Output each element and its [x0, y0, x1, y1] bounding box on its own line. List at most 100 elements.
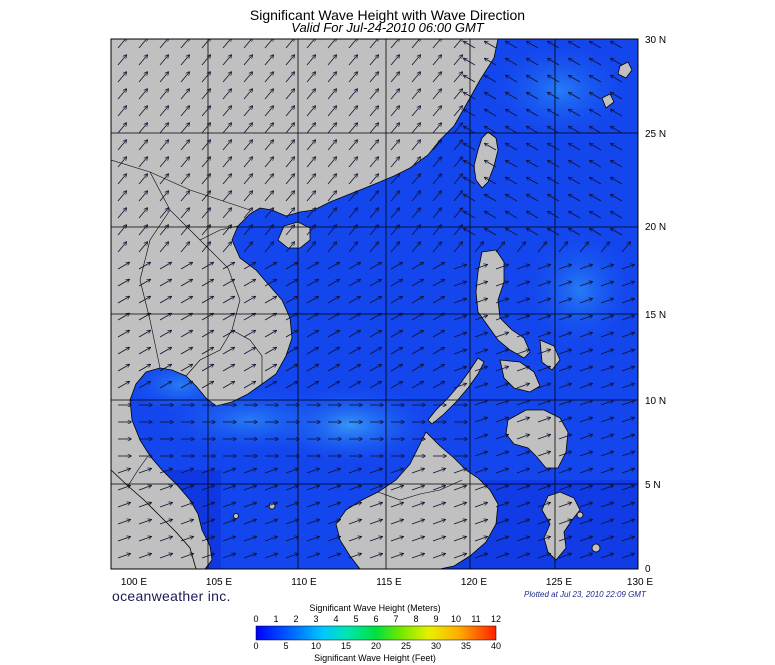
wave-direction-arrow [527, 161, 539, 168]
wave-direction-arrow [600, 418, 613, 423]
wave-direction-arrow [222, 140, 231, 151]
wave-direction-arrow [159, 123, 168, 134]
wave-direction-arrow [369, 72, 378, 83]
wave-direction-arrow [159, 157, 168, 168]
legend-feet-tick: 25 [400, 641, 412, 651]
wave-direction-arrow [180, 537, 193, 542]
wave-direction-arrow [495, 282, 508, 287]
wave-direction-arrow [516, 265, 529, 270]
wave-direction-arrow [348, 520, 361, 525]
wave-direction-arrow [537, 554, 550, 559]
wave-direction-arrow [485, 76, 497, 83]
legend-feet-tick: 40 [490, 641, 502, 651]
wave-direction-arrow [432, 469, 445, 474]
legend-feet-tick: 5 [283, 641, 289, 651]
wave-direction-arrow [579, 537, 592, 542]
wave-direction-arrow [411, 140, 420, 151]
wave-direction-arrow [600, 299, 613, 304]
wave-direction-arrow [474, 469, 487, 474]
wave-direction-arrow [306, 503, 319, 508]
legend-meter-tick: 9 [433, 614, 439, 624]
wave-direction-arrow [453, 486, 466, 491]
wave-direction-arrow [453, 520, 466, 525]
wave-direction-arrow [117, 331, 129, 338]
wave-direction-arrow [464, 161, 476, 168]
wave-direction-arrow [369, 280, 381, 287]
wave-direction-arrow [558, 384, 571, 389]
wave-direction-arrow [369, 331, 381, 338]
wave-direction-arrow [558, 350, 571, 355]
wave-direction-arrow [327, 469, 340, 474]
wave-direction-arrow [180, 55, 189, 66]
wave-direction-arrow [390, 140, 399, 151]
wave-direction-arrow [590, 127, 602, 134]
wave-direction-arrow [569, 212, 581, 219]
wave-direction-arrow [432, 348, 444, 355]
wave-direction-arrow [537, 469, 550, 474]
legend-meter-tick: 7 [393, 614, 399, 624]
wave-direction-arrow [306, 486, 319, 491]
wave-direction-arrow [138, 348, 150, 355]
wave-direction-arrow [390, 89, 399, 100]
wave-direction-arrow [180, 469, 193, 474]
wave-direction-arrow [285, 89, 294, 100]
wave-direction-arrow [600, 282, 613, 287]
wave-direction-arrow [579, 316, 592, 321]
wave-direction-arrow [369, 297, 381, 304]
wave-direction-arrow [548, 212, 560, 219]
wave-direction-arrow [222, 348, 234, 355]
wave-direction-arrow [485, 93, 497, 100]
wave-direction-arrow [327, 280, 339, 287]
wave-direction-arrow [611, 229, 623, 236]
wave-direction-arrow [243, 242, 252, 253]
wave-direction-arrow [464, 42, 476, 49]
wave-direction-arrow [306, 55, 315, 66]
wave-direction-arrow [327, 520, 340, 525]
wave-direction-arrow [390, 348, 402, 355]
wave-direction-arrow [117, 554, 130, 559]
wave-direction-arrow [558, 418, 571, 423]
wave-direction-arrow [138, 242, 147, 253]
wave-direction-arrow [621, 367, 634, 372]
wave-direction-arrow [369, 123, 378, 134]
wave-direction-arrow [285, 486, 298, 491]
wave-direction-arrow [222, 55, 231, 66]
lat-label-25: 25 N [645, 129, 666, 140]
wave-direction-arrow [516, 503, 529, 508]
wave-direction-arrow [537, 537, 550, 542]
wave-direction-arrow [348, 140, 357, 151]
wave-direction-arrow [117, 297, 129, 304]
wave-direction-arrow [327, 39, 336, 49]
wave-direction-arrow [474, 537, 487, 542]
wave-direction-arrow [138, 123, 147, 134]
wave-direction-arrow [285, 537, 298, 542]
wave-direction-arrow [432, 225, 441, 236]
map-frame [110, 38, 639, 570]
wave-direction-arrow [180, 140, 189, 151]
wave-direction-arrow [453, 384, 466, 389]
wave-direction-arrow [590, 76, 602, 83]
wave-direction-arrow [569, 127, 581, 134]
wave-direction-arrow [285, 208, 294, 219]
wave-direction-arrow [485, 110, 497, 117]
wave-direction-arrow [117, 469, 130, 474]
wave-direction-arrow [348, 263, 360, 270]
wave-direction-arrow [558, 265, 571, 270]
wave-direction-arrow [117, 225, 126, 236]
wave-direction-arrow [327, 174, 336, 185]
wave-direction-arrow [569, 76, 581, 83]
wave-direction-arrow [621, 486, 634, 491]
wave-direction-arrow [548, 195, 560, 202]
wave-direction-arrow [180, 297, 192, 304]
wave-direction-arrow [369, 157, 378, 168]
wave-direction-arrow [516, 486, 529, 491]
wave-direction-arrow [579, 469, 592, 474]
wave-direction-arrow [243, 486, 256, 491]
wave-direction-arrow [411, 537, 424, 542]
wave-direction-arrow [485, 144, 497, 151]
wave-direction-arrow [390, 263, 402, 270]
wave-direction-arrow [432, 55, 441, 66]
wave-direction-arrow [138, 106, 147, 117]
wave-direction-arrow [306, 191, 315, 202]
